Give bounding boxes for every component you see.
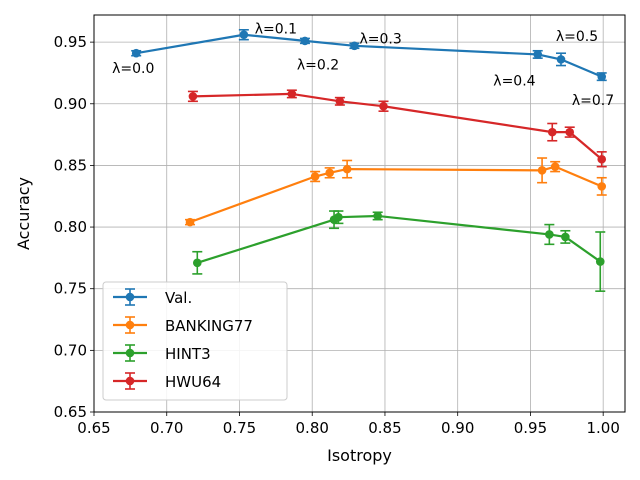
data-point [595,257,605,266]
legend-item: Val. [113,288,192,307]
x-axis-label: Isotropy [327,446,392,465]
data-point [239,30,249,40]
lambda-label: λ=0.3 [359,31,401,47]
lambda-label: λ=0.7 [572,93,614,109]
data-point [335,97,345,106]
data-point [556,55,566,64]
series-line [189,165,603,224]
series-val [131,28,607,82]
legend-item: BANKING77 [113,316,253,335]
data-point [342,164,352,174]
series-layer [131,28,607,292]
x-tick-label: 0.75 [223,419,256,437]
plot-frame [93,14,626,413]
y-tick-label: 0.65 [54,403,87,421]
legend-swatch-marker [125,292,135,302]
data-point [325,168,334,178]
data-point [537,166,547,175]
data-point [597,182,607,191]
data-point [533,50,543,59]
series-banking77 [185,157,607,227]
x-tick-label: 0.95 [514,419,547,437]
legend-label: HINT3 [165,345,211,363]
series-hint3 [192,210,606,292]
data-point [350,41,359,51]
data-point [287,89,297,99]
series-hwu64 [187,89,607,168]
data-point [597,72,607,81]
x-tick-label: 0.80 [296,419,329,437]
data-point [310,172,320,181]
data-point [379,101,388,111]
x-tick-label: 0.85 [368,419,401,437]
data-point [373,211,382,221]
data-point [547,127,557,137]
y-tick-label: 0.95 [54,33,87,51]
legend-swatch-marker [125,320,135,330]
data-point [188,92,198,101]
ticks: 0.65 0.70 0.75 0.80 0.85 0.90 0.95 1.00 0.65 0.70… [54,33,620,437]
data-point [565,127,575,137]
lambda-label: λ=0.0 [112,61,154,77]
y-tick-label: 0.90 [54,95,87,113]
x-tick-label: 1.00 [586,419,619,437]
lambda-annotations: λ=0.0 λ=0.1 λ=0.2 λ=0.3 λ=0.4 λ=0.5 λ=0.7 [112,22,614,110]
y-tick-label: 0.85 [54,156,87,174]
legend-swatch-marker [125,376,135,386]
data-point [185,217,195,227]
legend-item: HWU64 [113,372,221,391]
lambda-label: λ=0.2 [297,57,339,73]
lambda-label: λ=0.4 [493,73,535,89]
data-point [545,230,554,239]
legend-item: HINT3 [113,344,211,363]
lambda-label: λ=0.1 [255,22,297,38]
data-point [561,232,570,242]
y-tick-label: 0.75 [54,280,87,298]
lambda-label: λ=0.5 [556,29,598,45]
y-axis-label: Accuracy [14,177,33,250]
legend-swatch-marker [125,348,135,358]
y-tick-label: 0.80 [54,218,87,236]
data-point [550,162,560,171]
data-point [300,36,310,46]
series-line [196,214,601,264]
legend-label: Val. [165,289,192,307]
legend-label: HWU64 [165,373,221,391]
data-point [131,48,141,58]
data-point [334,212,343,222]
legend-box [102,281,288,401]
x-tick-label: 0.65 [77,419,110,437]
x-tick-label: 0.70 [150,419,183,437]
data-point [597,154,607,164]
y-tick-label: 0.70 [54,341,87,359]
legend-label: BANKING77 [165,317,253,335]
x-tick-label: 0.90 [441,419,474,437]
legend: Val. BANKING77 HINT3 HWU64 [102,281,288,401]
data-point [192,258,202,268]
